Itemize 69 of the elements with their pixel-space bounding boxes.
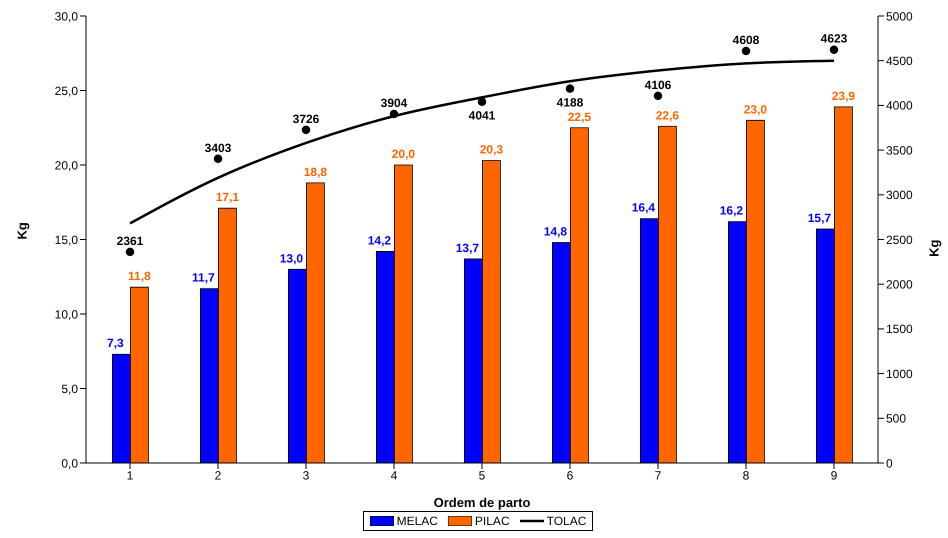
legend-label: PILAC: [474, 514, 510, 528]
y2-tick-label: 3500: [886, 143, 914, 158]
x-tick-label: 8: [742, 468, 750, 483]
y2-tick-label: 4000: [886, 98, 914, 113]
point: [302, 126, 310, 134]
data-label: 4106: [644, 78, 672, 92]
data-label: 2361: [116, 234, 144, 248]
x-tick-label: 4: [390, 468, 398, 483]
x-tick-label: 1: [126, 468, 134, 483]
x-tick-label: 5: [478, 468, 486, 483]
y-axis-title: Kg: [14, 222, 30, 240]
y2-tick-label: 4500: [886, 54, 914, 68]
data-label: 14,2: [368, 233, 392, 248]
y2-tick-label: 2500: [886, 232, 914, 247]
data-label: 23,9: [832, 88, 856, 103]
y-tick-label: 0,0: [61, 456, 78, 470]
y2-tick-label: 3000: [886, 188, 914, 202]
y2-tick-label: 5000: [886, 9, 914, 24]
data-label: 22,5: [568, 110, 592, 124]
data-label: 15,7: [808, 211, 832, 226]
y2-tick-label: 500: [886, 412, 906, 426]
point: [742, 46, 750, 56]
data-label: 3904: [380, 96, 408, 110]
point: [654, 92, 662, 100]
point: [126, 248, 134, 256]
data-label: 14,8: [544, 224, 568, 238]
y-tick-label: 30,0: [54, 9, 78, 24]
x-tick-label: 9: [830, 468, 838, 483]
y2-tick-label: 1000: [886, 366, 914, 381]
data-label: 23,0: [744, 102, 768, 116]
legend-label: MELAC: [396, 514, 438, 528]
data-label: 4188: [556, 96, 584, 110]
data-label: 16,2: [720, 204, 744, 218]
data-label: 11,7: [192, 270, 216, 285]
data-label: 16,4: [632, 200, 656, 215]
data-label: 7,3: [107, 336, 124, 350]
data-label: 18,8: [304, 164, 328, 179]
data-label: 4041: [468, 108, 496, 123]
legend-label: TOLAC: [546, 514, 586, 528]
data-label: 20,3: [480, 142, 504, 157]
data-label: 13,7: [456, 240, 480, 255]
y2-tick-label: 1500: [886, 322, 914, 336]
data-label: 3726: [292, 112, 320, 126]
x-axis-title: Ordem de parto: [434, 495, 530, 510]
x-tick-label: 2: [214, 468, 222, 483]
x-tick-label: 7: [654, 468, 662, 483]
y-tick-label: 5,0: [61, 382, 78, 396]
point: [214, 154, 222, 164]
data-label: 3403: [204, 140, 232, 155]
y-tick-label: 25,0: [54, 84, 78, 98]
point: [830, 45, 838, 54]
point: [390, 110, 398, 118]
data-label: 4608: [732, 33, 760, 48]
data-label: 22,6: [656, 108, 680, 122]
y-tick-label: 10,0: [54, 307, 78, 322]
point: [566, 84, 574, 93]
data-label: 20,0: [392, 147, 416, 161]
data-label: 4623: [820, 32, 848, 46]
y-tick-label: 15,0: [54, 232, 78, 247]
point: [478, 97, 486, 106]
x-tick-label: 3: [302, 468, 310, 483]
data-label: 13,0: [280, 251, 304, 266]
data-label: 17,1: [216, 190, 240, 204]
y2-axis-title: Kg: [926, 239, 942, 257]
x-tick-label: 6: [566, 468, 574, 483]
data-label: 11,8: [128, 269, 152, 284]
y2-tick-label: 2000: [886, 277, 914, 292]
y2-tick-label: 0: [886, 456, 893, 470]
y-tick-label: 20,0: [54, 158, 78, 172]
